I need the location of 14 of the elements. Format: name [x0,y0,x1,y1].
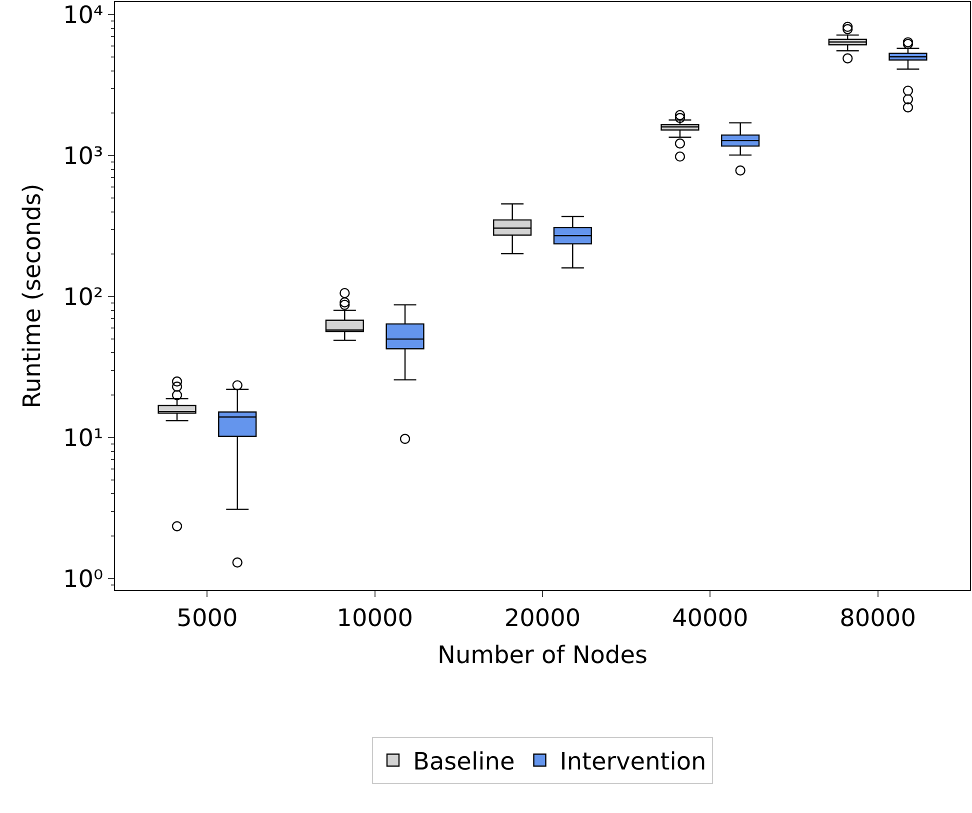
x-tick-label: 20000 [504,604,581,632]
x-tick-label: 10000 [336,604,414,632]
legend-label: Intervention [560,747,706,776]
x-axis-title: Number of Nodes [438,641,648,670]
legend-label: Baseline [413,747,515,776]
x-tick-label: 5000 [176,604,238,632]
y-tick-label: 10⁴ [63,1,104,30]
y-tick-label: 10¹ [63,424,104,452]
x-tick-label: 80000 [840,604,916,632]
y-axis-title: Runtime (seconds) [18,184,46,408]
y-tick-label: 10² [63,283,104,312]
y-tick-label: 10³ [63,142,104,170]
y-tick-label: 10⁰ [63,564,104,593]
x-tick-label: 40000 [672,604,748,632]
